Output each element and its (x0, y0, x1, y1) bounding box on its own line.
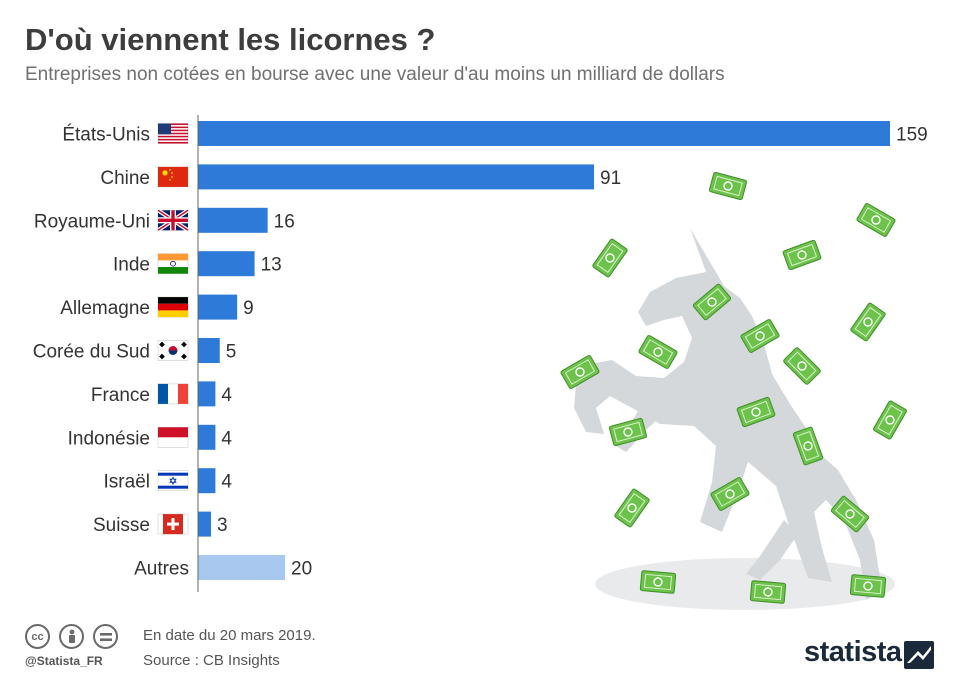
banknote-icon (592, 238, 628, 278)
statista-mark-icon (904, 641, 934, 669)
bar[interactable] (198, 424, 216, 450)
us-flag-icon (157, 123, 189, 144)
bar[interactable] (198, 338, 220, 363)
data-label: 5 (226, 342, 237, 363)
data-label: 159 (896, 125, 928, 146)
bar[interactable] (198, 294, 238, 320)
data-label: 4 (221, 472, 232, 493)
twitter-handle: @Statista_FR (25, 654, 103, 668)
footer-date: En date du 20 mars 2019. (143, 627, 316, 644)
india-flag-icon (157, 253, 189, 274)
bar[interactable] (198, 207, 268, 233)
banknote-icon (792, 426, 824, 466)
south-korea-flag-icon (157, 340, 189, 361)
unicorn-illustration (560, 171, 907, 610)
banknote-icon (849, 574, 887, 598)
category-label: Royaume-Uni (34, 211, 150, 232)
banknote-icon (639, 570, 677, 594)
indonesia-flag-icon (157, 426, 189, 448)
banknote-icon (608, 417, 648, 447)
switzerland-flag-icon (157, 513, 189, 535)
category-label: Autres (134, 559, 189, 580)
data-label: 91 (600, 168, 621, 189)
uk-flag-icon (156, 208, 190, 232)
bar[interactable] (198, 251, 255, 277)
by-icon (59, 624, 84, 649)
banknote-icon (850, 302, 886, 342)
nd-icon (93, 624, 118, 649)
category-label: États-Unis (62, 125, 150, 146)
israel-flag-icon (157, 470, 189, 492)
banknote-icon (710, 477, 750, 511)
chart-subtitle: Entreprises non cotées en bourse avec un… (25, 64, 725, 85)
bar[interactable] (198, 121, 890, 146)
category-label: Suisse (93, 515, 150, 536)
data-label: 4 (221, 385, 232, 406)
bar[interactable] (198, 555, 286, 580)
bars: États-Unis 159 Chine 91 Royaume-Uni 16 Inde 13 A… (33, 121, 928, 580)
data-label: 9 (243, 298, 254, 319)
banknote-icon (740, 319, 780, 353)
footer-source: Source : CB Insights (143, 652, 280, 669)
france-flag-icon (157, 383, 189, 405)
banknote-icon (708, 171, 748, 201)
data-label: 13 (261, 255, 282, 276)
data-label: 20 (291, 559, 312, 580)
bar[interactable] (198, 511, 212, 537)
chart-title: D'où viennent les licornes ? (25, 22, 436, 57)
banknote-icon (638, 335, 678, 369)
banknote-icon (614, 488, 650, 528)
banknote-icon (856, 203, 896, 237)
data-label: 3 (217, 515, 228, 536)
bar[interactable] (198, 164, 595, 190)
bar[interactable] (198, 381, 216, 407)
unicorn-icon (574, 228, 882, 600)
category-label: France (91, 385, 150, 406)
category-label: Chine (100, 168, 150, 189)
category-label: Indonésie (68, 428, 150, 449)
category-label: Inde (113, 255, 150, 276)
category-label: Israël (104, 472, 150, 493)
data-label: 4 (221, 428, 232, 449)
banknote-icon (783, 347, 821, 385)
category-label: Corée du Sud (33, 342, 150, 363)
cc-icon: cc (25, 624, 50, 649)
data-label: 16 (274, 211, 295, 232)
banknote-icon (830, 495, 870, 533)
banknote-icon (873, 400, 907, 440)
banknote-icon (782, 239, 822, 271)
china-flag-icon (157, 166, 189, 188)
banknote-icon (736, 396, 776, 428)
banknote-icon (749, 580, 787, 604)
banknote-icon (560, 355, 600, 389)
ground-shadow (595, 558, 895, 610)
statista-logo[interactable]: statista (804, 636, 902, 668)
category-label: Allemagne (60, 298, 150, 319)
banknote-icon (692, 283, 732, 321)
germany-flag-icon (157, 296, 189, 318)
bar[interactable] (198, 468, 216, 494)
banknotes (560, 171, 907, 604)
